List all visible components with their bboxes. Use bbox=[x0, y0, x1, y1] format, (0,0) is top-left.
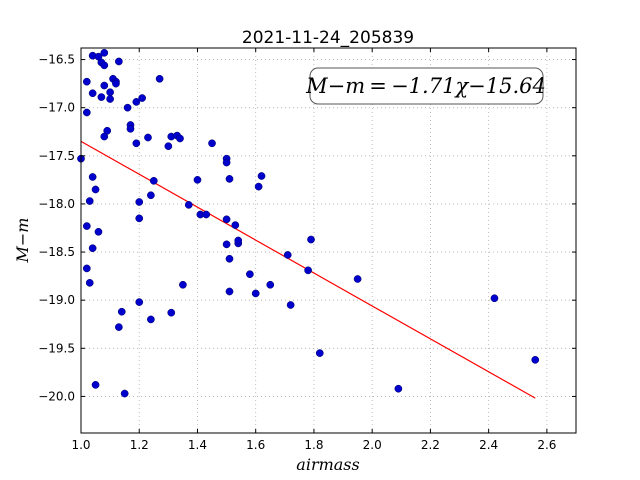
y-tick-label: −20.0 bbox=[38, 389, 75, 403]
data-point bbox=[135, 198, 144, 206]
data-point bbox=[164, 142, 173, 151]
data-point bbox=[304, 266, 312, 275]
chart-title: 2021-11-24_205839 bbox=[242, 28, 414, 48]
data-point bbox=[85, 197, 94, 205]
data-point bbox=[254, 182, 263, 191]
data-point bbox=[179, 280, 187, 289]
data-point bbox=[246, 270, 254, 279]
data-point bbox=[257, 172, 266, 180]
data-point bbox=[155, 74, 164, 83]
data-point bbox=[120, 389, 129, 398]
data-point bbox=[91, 381, 100, 389]
data-point bbox=[184, 201, 193, 209]
data-point bbox=[94, 227, 103, 236]
data-point bbox=[167, 308, 176, 317]
fit-equation: M−m = −1.71χ−15.64 bbox=[305, 74, 546, 98]
y-tick-label: −19.5 bbox=[38, 341, 75, 355]
data-point bbox=[208, 139, 216, 148]
y-tick-label: −16.5 bbox=[38, 53, 75, 67]
data-point bbox=[266, 280, 275, 289]
data-point bbox=[132, 139, 141, 148]
data-point bbox=[115, 323, 123, 331]
data-point bbox=[225, 287, 234, 296]
data-point bbox=[144, 133, 152, 142]
data-point bbox=[132, 98, 141, 106]
data-point bbox=[222, 158, 231, 167]
data-point bbox=[353, 275, 362, 283]
data-point bbox=[234, 236, 243, 245]
x-tick-label: 1.8 bbox=[304, 438, 323, 452]
data-point bbox=[82, 264, 91, 273]
data-point bbox=[283, 251, 292, 259]
data-point bbox=[91, 185, 100, 194]
y-tick-label: −17.0 bbox=[38, 101, 75, 115]
y-tick-label: −18.0 bbox=[38, 197, 75, 211]
data-point bbox=[251, 289, 260, 298]
data-point bbox=[315, 349, 324, 357]
data-point bbox=[149, 176, 158, 185]
data-point bbox=[106, 88, 114, 97]
data-point bbox=[135, 298, 144, 306]
data-point bbox=[112, 79, 120, 88]
data-point bbox=[82, 222, 91, 230]
data-point bbox=[490, 294, 499, 303]
x-tick-label: 2.2 bbox=[421, 438, 440, 452]
x-tick-label: 1.6 bbox=[246, 438, 265, 452]
data-point bbox=[88, 173, 97, 181]
data-point bbox=[147, 315, 155, 324]
data-point bbox=[394, 384, 403, 393]
x-tick-label: 1.4 bbox=[188, 438, 207, 452]
data-point bbox=[106, 95, 114, 103]
x-tick-label: 2.0 bbox=[363, 438, 382, 452]
data-point bbox=[126, 125, 135, 133]
x-tick-label: 1.0 bbox=[71, 438, 90, 452]
fit-equation-border bbox=[309, 67, 544, 105]
data-point bbox=[82, 77, 91, 86]
data-point bbox=[222, 240, 231, 249]
y-axis-label: M−m bbox=[13, 218, 32, 264]
data-point bbox=[222, 215, 231, 224]
x-axis-label: airmass bbox=[296, 455, 359, 474]
data-point bbox=[147, 191, 155, 200]
data-point bbox=[138, 94, 146, 102]
y-tick-label: −18.5 bbox=[38, 245, 75, 259]
y-tick-label: −19.0 bbox=[38, 293, 75, 307]
x-tick-label: 1.2 bbox=[130, 438, 149, 452]
data-point bbox=[123, 103, 132, 112]
plot-frame bbox=[80, 47, 577, 434]
x-tick-label: 2.6 bbox=[537, 438, 556, 452]
data-point bbox=[117, 307, 126, 316]
data-points bbox=[77, 48, 540, 398]
data-point bbox=[115, 57, 123, 66]
data-point bbox=[286, 301, 295, 309]
data-point bbox=[307, 235, 315, 244]
data-point bbox=[193, 176, 202, 184]
data-point bbox=[88, 244, 97, 253]
plot-area bbox=[81, 48, 576, 433]
data-point bbox=[85, 279, 94, 287]
data-point bbox=[225, 254, 234, 263]
data-point bbox=[82, 108, 91, 117]
data-point bbox=[100, 61, 109, 70]
data-point bbox=[531, 356, 540, 364]
data-point bbox=[100, 81, 109, 90]
data-point bbox=[88, 89, 97, 98]
data-point bbox=[176, 134, 184, 143]
data-point bbox=[225, 175, 234, 183]
data-point bbox=[103, 126, 112, 135]
data-point bbox=[135, 214, 144, 223]
x-tick-label: 2.4 bbox=[479, 438, 498, 452]
data-point bbox=[97, 93, 106, 101]
axis-ticks: 1.0 1.2 1.4 1.6 1.8 2.0 2.2 2.4 2.6 −16.5 −17.0 −17… bbox=[38, 48, 576, 452]
fit-equation-box: M−m = −1.71χ−15.64 bbox=[305, 67, 546, 105]
data-point bbox=[231, 221, 240, 229]
y-tick-label: −17.5 bbox=[38, 149, 75, 163]
data-point bbox=[100, 48, 109, 57]
data-point bbox=[202, 210, 211, 219]
